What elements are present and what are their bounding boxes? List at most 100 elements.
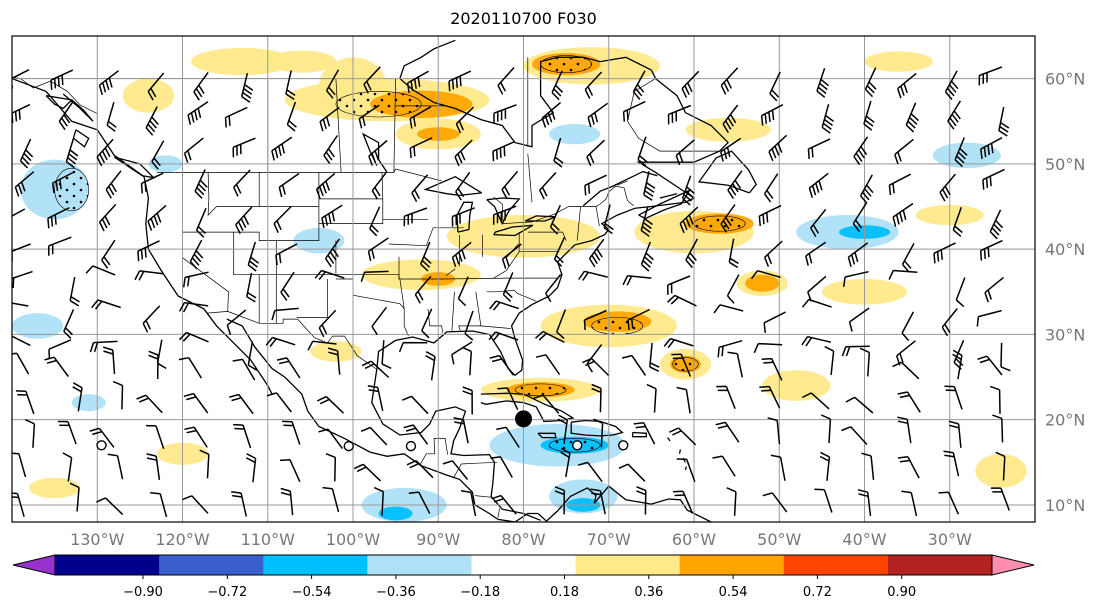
colorbar-segment (783, 555, 889, 575)
longitude-label: 60°W (672, 530, 716, 549)
wind-barb (232, 137, 256, 158)
wind-barb (989, 209, 1004, 240)
wind-barb (821, 103, 835, 134)
wind-barb (315, 172, 336, 199)
wind-barb (995, 451, 1006, 481)
wind-barb (280, 271, 295, 301)
wind-barb (371, 171, 388, 200)
wind-barb (184, 426, 208, 448)
wind-barb (1000, 342, 1011, 372)
wind-barb (726, 487, 737, 516)
wind-barb (897, 391, 921, 413)
wind-barb (727, 351, 744, 378)
wind-barb (933, 242, 956, 264)
wind-barb (553, 236, 566, 267)
wind-barb (622, 100, 646, 122)
wind-barb (406, 70, 429, 94)
wind-barb (453, 417, 469, 444)
wind-barb (148, 350, 159, 380)
wind-barb (593, 418, 604, 448)
wind-barb (98, 70, 120, 96)
wind-barb (533, 394, 560, 414)
wind-barb (801, 298, 832, 308)
wind-barb (847, 242, 869, 268)
wind-barb (676, 458, 696, 483)
wind-barb (266, 392, 292, 413)
wind-barb (649, 342, 660, 372)
wind-barb (493, 104, 517, 124)
colorbar-segment (575, 555, 681, 575)
wind-barb (770, 454, 786, 481)
wind-barb (848, 307, 870, 332)
map-title: 2020110700 F030 (450, 9, 597, 28)
colorbar-segment (471, 555, 577, 575)
wind-barb (183, 137, 204, 163)
wind-barb (622, 275, 652, 286)
open-circle-marker (343, 440, 354, 452)
wind-barb (859, 174, 874, 204)
wind-barb (462, 386, 473, 415)
longitude-label: 110°W (241, 530, 296, 549)
wind-barb (675, 139, 695, 166)
wind-barb (720, 67, 739, 95)
wind-barb (285, 70, 296, 101)
wind-barb (842, 270, 869, 288)
wind-barb (398, 341, 428, 353)
wind-barb (663, 337, 694, 349)
wind-barb (233, 423, 252, 449)
wind-barb (224, 106, 248, 128)
wind-barb (142, 305, 161, 333)
wind-barb (425, 351, 436, 381)
wind-barb (989, 385, 1001, 414)
colorbar-tick-label: 0.54 (719, 585, 748, 600)
wind-barb (944, 385, 963, 410)
wind-barb (65, 138, 79, 169)
wind-barb (681, 70, 700, 98)
wind-barb (807, 138, 831, 160)
wind-barb (633, 422, 656, 445)
wind-barb (888, 173, 912, 196)
wind-barb (414, 275, 432, 304)
wind-barb (805, 241, 827, 266)
wind-barb (228, 393, 254, 415)
wind-barb (622, 354, 647, 376)
wind-barb (50, 69, 74, 91)
wind-barb (182, 495, 209, 514)
longitude-label: 40°W (842, 530, 886, 549)
wind-barb (360, 270, 389, 282)
wind-barb (586, 344, 603, 373)
wind-barb (810, 208, 827, 237)
wind-barb (586, 139, 605, 167)
longitude-labels: 130°W 120°W 110°W 100°W 90°W 80°W 70°W 60°W 50°W… (70, 530, 972, 549)
wind-barb (801, 392, 830, 410)
wind-barb (353, 463, 382, 482)
wind-barb (226, 309, 247, 335)
wind-barb (857, 489, 872, 517)
wind-barb (819, 451, 831, 481)
wind-barb (761, 357, 783, 381)
wind-barb (863, 100, 875, 131)
wind-barb (982, 168, 1005, 190)
map-frame (11, 35, 1036, 523)
wind-barb (12, 452, 27, 478)
wind-barb (373, 486, 385, 516)
wind-barb (96, 497, 124, 516)
wind-barb (137, 240, 160, 262)
wind-barb (102, 346, 116, 374)
wind-barb (539, 171, 557, 200)
colorbar: −0.90 −0.72 −0.54 −0.36 −0.18 0.18 0.36 0.54 0.7… (12, 554, 1035, 600)
wind-barb (12, 270, 33, 288)
wind-barb (769, 71, 781, 102)
wind-barb (992, 414, 1004, 443)
wind-barb (69, 482, 80, 512)
wind-barb (57, 420, 77, 445)
colorbar-tick-label: 0.90 (887, 585, 916, 600)
colorbar-segment (263, 555, 368, 575)
wind-barb (408, 491, 431, 514)
wind-barbs (12, 66, 1011, 518)
wind-barb (496, 426, 520, 448)
wind-barb (457, 276, 469, 307)
wind-barb (984, 276, 1004, 303)
open-circle-marker (618, 440, 629, 451)
wind-barb (178, 301, 209, 313)
